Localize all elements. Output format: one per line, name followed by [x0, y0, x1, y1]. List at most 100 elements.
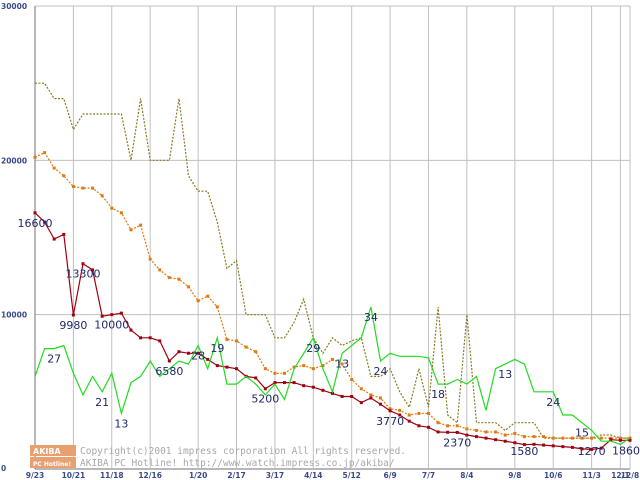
logo-line-1: AKIBA	[33, 447, 61, 456]
data-point-min	[465, 433, 469, 437]
data-point-min	[71, 313, 75, 317]
series-count	[34, 306, 631, 445]
copyright-line-2: AKIBA PC Hotline! http://www.watch.impre…	[80, 458, 395, 469]
grid-lines	[34, 5, 631, 470]
data-point-average	[148, 257, 152, 261]
data-point-average	[522, 435, 526, 439]
data-label-min: 1580	[510, 445, 538, 458]
data-label-count: 28	[191, 350, 205, 363]
data-point-average	[206, 294, 210, 298]
data-point-average	[590, 436, 594, 440]
data-point-min	[561, 445, 565, 449]
data-point-average	[426, 411, 430, 415]
data-point-average	[609, 436, 613, 440]
data-point-min	[369, 396, 373, 400]
data-point-min	[52, 237, 56, 241]
data-point-min	[398, 413, 402, 417]
data-label-min: 16600	[18, 217, 53, 230]
data-label-min: 2370	[443, 436, 471, 449]
data-label-count: 27	[47, 353, 61, 366]
data-point-min	[254, 376, 258, 380]
data-label-min: 3770	[376, 415, 404, 428]
data-point-min	[91, 268, 95, 272]
data-label-count: 13	[498, 368, 512, 381]
data-point-min	[503, 439, 507, 443]
data-point-min	[129, 328, 133, 332]
data-point-average	[359, 387, 363, 391]
y-tick-label: 30000	[1, 2, 27, 11]
data-point-min	[206, 357, 210, 361]
data-label-count: 24	[373, 365, 387, 378]
x-axis-tick-labels: 9/23 10/21 11/18 12/16 1/20 2/17 3/17 4/14 5/12 6…	[26, 471, 639, 480]
data-point-average	[503, 433, 507, 437]
data-point-min	[551, 444, 555, 448]
data-point-min	[484, 436, 488, 440]
series-line-count	[34, 306, 631, 445]
data-point-average	[436, 421, 440, 425]
data-point-average	[100, 194, 104, 198]
logo-top-box	[30, 445, 76, 456]
data-point-average	[455, 424, 459, 428]
data-point-average	[580, 436, 584, 440]
data-label-min: 1270	[578, 445, 606, 458]
data-point-average	[292, 365, 296, 369]
data-point-average	[474, 428, 478, 432]
data-point-min	[62, 232, 66, 236]
data-point-average	[52, 166, 56, 170]
data-label-count: 29	[306, 342, 320, 355]
data-point-average	[513, 432, 517, 436]
data-label-count: 13	[114, 417, 128, 430]
x-tick-label: 5/12	[342, 471, 360, 480]
data-point-min	[436, 430, 440, 434]
data-point-average	[321, 364, 325, 368]
data-point-min	[33, 211, 37, 215]
series-average	[33, 151, 632, 440]
data-point-average	[465, 427, 469, 431]
data-point-min	[532, 442, 536, 446]
data-point-average	[388, 407, 392, 411]
data-point-average	[244, 345, 248, 349]
data-point-average	[398, 408, 402, 412]
data-point-min	[225, 365, 229, 369]
series-line-max	[35, 82, 630, 439]
x-tick-label: 8/4	[460, 471, 473, 480]
data-label-min: 5200	[251, 393, 279, 406]
data-point-average	[139, 223, 143, 227]
data-point-average	[119, 211, 123, 215]
data-point-average	[417, 411, 421, 415]
data-point-average	[158, 268, 162, 272]
data-point-min	[590, 447, 594, 451]
data-point-average	[302, 364, 306, 368]
data-point-min	[407, 419, 411, 423]
y-axis-tick-labels: 0 10000 20000 30000	[1, 2, 27, 473]
data-point-min	[618, 438, 622, 442]
series-max	[35, 82, 630, 439]
series-line-average	[34, 151, 630, 439]
data-point-min	[350, 394, 354, 398]
x-tick-label: 9/23	[26, 471, 44, 480]
data-point-average	[570, 436, 574, 440]
data-point-min	[378, 402, 382, 406]
logo-bottom-box	[30, 457, 76, 468]
x-tick-label: 6/9	[383, 471, 396, 480]
data-point-average	[215, 305, 219, 309]
data-point-min	[110, 313, 114, 317]
data-point-average	[273, 371, 277, 375]
data-point-min	[215, 364, 219, 368]
data-label-count: 24	[546, 396, 560, 409]
x-tick-label: 2/17	[227, 471, 245, 480]
data-point-average	[110, 206, 114, 210]
data-point-average	[340, 362, 344, 366]
data-label-count: 21	[95, 396, 109, 409]
data-label-count: 19	[210, 342, 224, 355]
data-point-min	[522, 443, 526, 447]
data-point-min	[158, 339, 162, 343]
data-point-min	[542, 443, 546, 447]
data-point-average	[196, 299, 200, 303]
data-point-average	[91, 186, 95, 190]
data-point-average	[129, 228, 133, 232]
series-min	[33, 211, 632, 451]
data-point-min	[235, 367, 239, 371]
data-point-min	[628, 438, 632, 442]
data-point-average	[43, 151, 47, 155]
